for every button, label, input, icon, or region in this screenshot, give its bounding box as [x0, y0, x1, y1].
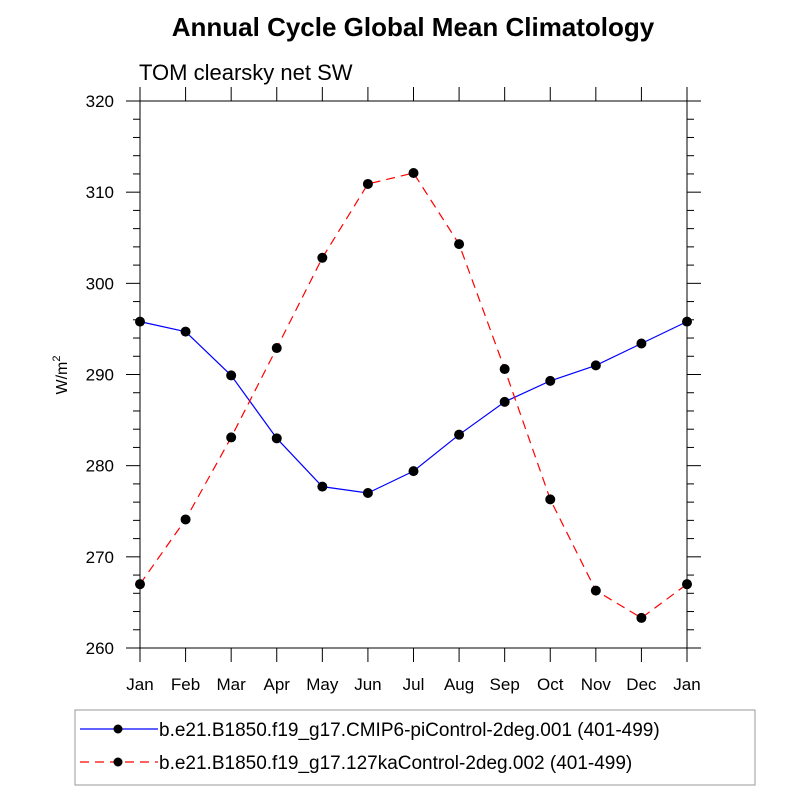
x-tick-label: Jan — [673, 675, 700, 694]
data-point-series-1 — [271, 343, 282, 354]
legend: b.e21.B1850.f19_g17.CMIP6-piControl-2deg… — [74, 709, 756, 786]
legend-box — [74, 709, 756, 786]
data-point-series-0 — [180, 326, 191, 337]
y-tick-label: 320 — [86, 92, 114, 111]
legend-label-1: b.e21.B1850.f19_g17.127kaControl-2deg.00… — [159, 753, 632, 774]
y-axis: 260 270 280 290 300 310 320 — [86, 92, 701, 658]
legend-marker-0 — [113, 724, 123, 734]
y-axis-label-unit: W/m — [54, 362, 71, 395]
x-tick-label: Oct — [537, 675, 564, 694]
data-point-series-1 — [545, 494, 556, 505]
data-point-series-1 — [362, 178, 373, 189]
y-tick-label: 290 — [86, 366, 114, 385]
data-point-series-0 — [226, 370, 237, 381]
x-tick-label: Jun — [354, 675, 381, 694]
y-axis-label-superscript: 2 — [51, 356, 63, 362]
y-tick-label: 300 — [86, 274, 114, 293]
data-point-series-1 — [454, 239, 465, 250]
x-tick-label: Aug — [444, 675, 474, 694]
data-point-series-1 — [499, 364, 510, 375]
y-tick-label: 260 — [86, 639, 114, 658]
chart-subtitle: TOM clearsky net SW — [139, 60, 353, 85]
data-point-series-1 — [317, 252, 328, 263]
x-axis: Jan Feb Mar Apr May Jun Jul Aug Sep Oct Nov Dec Jan — [126, 87, 701, 694]
data-point-series-0 — [636, 338, 647, 349]
x-tick-label: Apr — [264, 675, 291, 694]
data-point-series-1 — [408, 168, 419, 179]
data-point-series-1 — [180, 514, 191, 525]
data-point-series-0 — [317, 481, 328, 492]
data-point-series-0 — [135, 316, 145, 327]
x-tick-label: Sep — [490, 675, 520, 694]
y-tick-label: 280 — [86, 457, 114, 476]
data-point-series-0 — [590, 360, 601, 371]
data-point-series-0 — [362, 488, 373, 499]
plot-frame — [139, 100, 688, 649]
y-tick-label: 310 — [86, 183, 114, 202]
data-point-series-1 — [590, 585, 601, 596]
x-tick-label: Jul — [403, 675, 425, 694]
x-tick-label: Feb — [171, 675, 200, 694]
series-line-1 — [139, 172, 688, 619]
data-point-series-0 — [454, 429, 465, 440]
data-point-series-0 — [682, 316, 692, 327]
x-tick-label: Mar — [217, 675, 247, 694]
legend-label-0: b.e21.B1850.f19_g17.CMIP6-piControl-2deg… — [159, 720, 660, 741]
x-tick-label: May — [306, 675, 339, 694]
x-tick-label: Dec — [626, 675, 657, 694]
legend-marker-1 — [113, 757, 123, 767]
data-point-series-0 — [545, 375, 556, 386]
x-tick-label: Nov — [581, 675, 612, 694]
data-point-series-1 — [682, 579, 692, 590]
data-point-series-0 — [499, 396, 510, 407]
data-point-series-1 — [135, 579, 145, 590]
x-tick-label: Jan — [126, 675, 153, 694]
chart-title: Annual Cycle Global Mean Climatology — [172, 12, 655, 42]
data-point-series-1 — [636, 612, 647, 623]
y-tick-label: 270 — [86, 548, 114, 567]
y-axis-label: W/m2 — [51, 356, 71, 395]
data-point-series-0 — [271, 433, 282, 444]
data-point-series-1 — [226, 432, 237, 443]
data-point-series-0 — [408, 466, 419, 477]
series-layer — [135, 168, 692, 623]
